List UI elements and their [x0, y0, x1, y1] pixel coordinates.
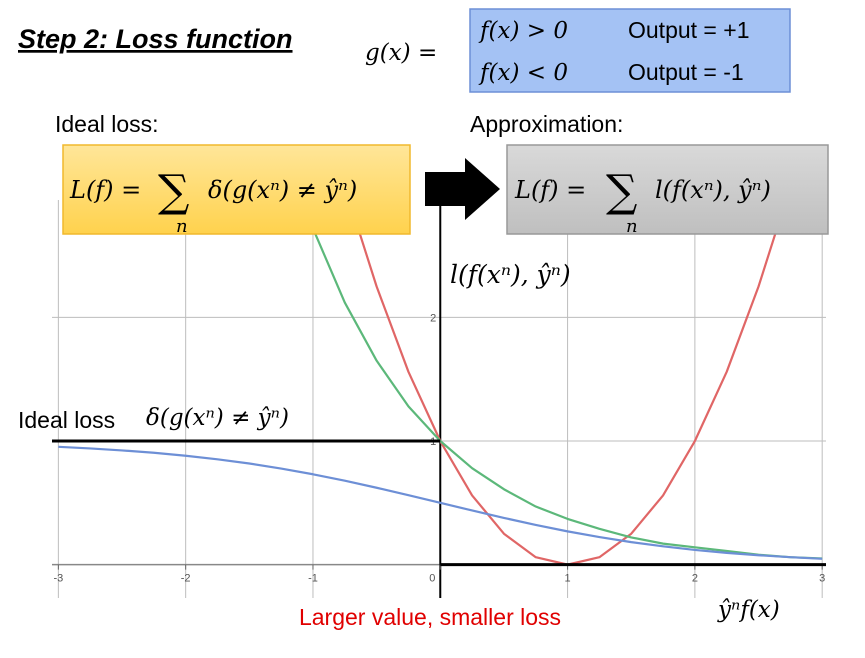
x-tick-label: 3 — [819, 573, 825, 585]
x-tick-label: 2 — [692, 573, 698, 585]
loss-curve — [52, 439, 826, 567]
ideal-label: Ideal loss: — [55, 111, 159, 137]
sum-sign: ∑ — [606, 166, 637, 217]
x-axis-label: ŷⁿf(x) — [717, 597, 780, 623]
curve-label: l(f(xⁿ), ŷⁿ) — [450, 260, 571, 289]
formula-term: δ(g(xⁿ) ≠ ŷⁿ) — [208, 176, 357, 204]
g-cond: f(x) > 0 — [478, 18, 568, 44]
formula-lhs: L(f) = — [514, 176, 586, 204]
ideal-loss-text: Ideal loss — [18, 407, 115, 433]
x-tick-label: 1 — [565, 573, 571, 585]
g-box — [469, 8, 791, 93]
loss-curve — [58, 445, 823, 560]
x-tick-label: -3 — [53, 573, 63, 585]
approx-box — [506, 144, 829, 235]
overlay: Step 2: Loss function g(x) = f(x) > 0 Ou… — [18, 8, 829, 630]
formula-term: l(f(xⁿ), ŷⁿ) — [655, 176, 771, 204]
formula-lhs: L(f) = — [69, 176, 141, 204]
arrow — [425, 158, 500, 220]
x-tick-label: -1 — [308, 573, 318, 585]
sum-sign: ∑ — [158, 166, 189, 217]
g-output: Output = +1 — [628, 17, 749, 43]
ideal-box — [62, 144, 411, 235]
note: Larger value, smaller loss — [299, 604, 561, 630]
sum-index: n — [626, 216, 638, 237]
x-tick-label: 0 — [429, 573, 435, 585]
slide-title: Step 2: Loss function — [18, 24, 293, 54]
ideal-loss-formula: δ(g(xⁿ) ≠ ŷⁿ) — [146, 405, 289, 431]
approx-label: Approximation: — [470, 111, 623, 137]
y-tick-label: 2 — [430, 312, 436, 324]
g-output: Output = -1 — [628, 59, 744, 85]
g-lhs: g(x) = — [365, 40, 437, 66]
plot: -3 -2 -1 0 1 2 312 — [52, 185, 826, 598]
sum-index: n — [176, 216, 188, 237]
x-tick-label: -2 — [181, 573, 191, 585]
series-group — [52, 200, 826, 567]
g-cond: f(x) < 0 — [478, 60, 568, 86]
